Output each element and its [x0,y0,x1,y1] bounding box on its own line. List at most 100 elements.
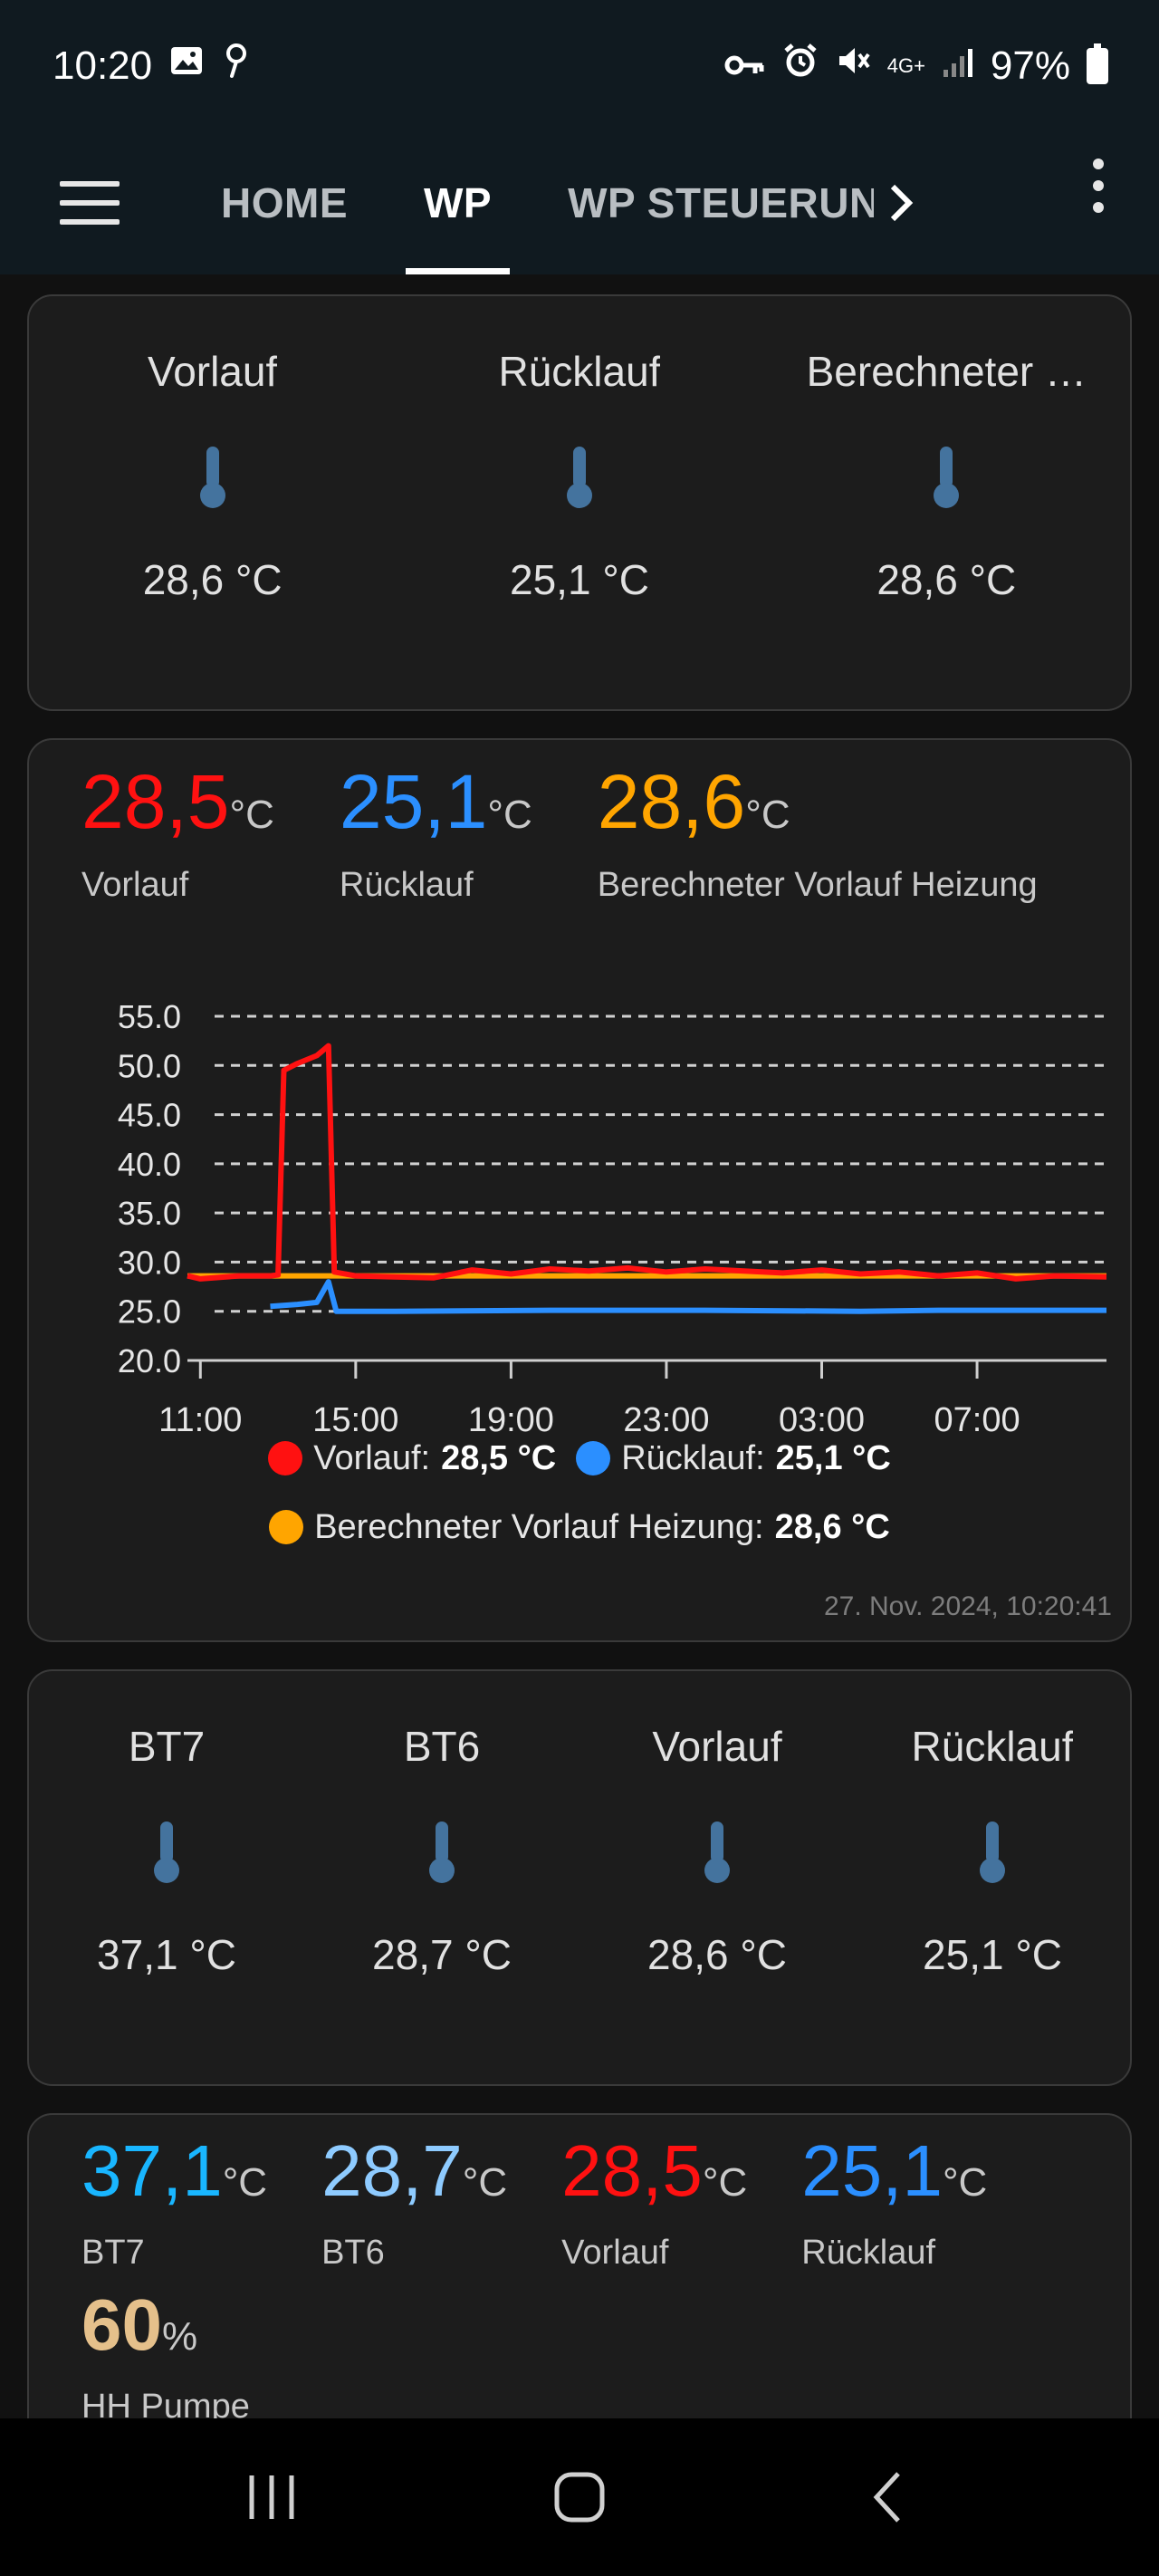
y-tick-label: 45.0 [118,1097,181,1134]
sensor-value: 25,1 [801,2130,943,2211]
y-tick-label: 40.0 [118,1146,181,1183]
sensor-unit: °C [229,793,274,837]
bt-entities-card: BT7 37,1 °C BT6 28,7 °C Vorlauf 28,6 °C Rückla… [27,1669,1132,2086]
tab-wp-steuerung[interactable]: WP STEUERUNG [530,131,874,274]
entity-value: 25,1 °C [923,1931,1062,1978]
gallery-icon [168,43,205,89]
pump-label: HH Pumpe [81,2388,250,2418]
sensor-value: 28,7 [321,2130,463,2211]
temperature-entity[interactable]: Rücklauf 25,1 °C [396,296,762,709]
y-tick-label: 55.0 [118,998,181,1035]
sensor-readout[interactable]: 37,1°C BT7 [81,2128,267,2273]
tab-bar: HOME WP WP STEUERUNG [183,131,998,274]
pump-value: 60 [81,2284,162,2365]
sensor-unit: °C [222,2160,268,2205]
sensor-value: 25,1 [339,759,488,844]
series-line-vorlauf [187,1043,1107,1282]
tab-home[interactable]: HOME [183,131,386,274]
legend-value: 28,6 °C [774,1507,890,1546]
legend-value: 25,1 °C [775,1438,891,1477]
mute-icon [835,43,871,89]
legend-name: Rücklauf: [621,1438,765,1477]
sensor-label: BT7 [81,2234,145,2272]
recent-apps-button[interactable] [226,2452,317,2542]
legend-item[interactable]: Berechneter Vorlauf Heizung: 28,6 °C [269,1508,890,1547]
chart-legend: Vorlauf: 28,5 °C Rücklauf: 25,1 °C Berechne… [29,1433,1130,1552]
bt-entity[interactable]: Vorlauf 28,6 °C [580,1671,855,2084]
legend-name: Vorlauf: [313,1438,431,1477]
tab-home-label: HOME [221,179,348,226]
thermometer-icon [699,1820,735,1885]
pump-unit: % [161,2314,198,2359]
sensor-readout[interactable]: 28,5°C Vorlauf [561,2128,747,2273]
sensor-readout[interactable]: 28,7°C BT6 [321,2128,507,2273]
sensor-value: 28,6 [597,759,746,844]
sensor-label: BT6 [321,2234,385,2272]
legend-dot-icon [269,1510,304,1544]
entity-value: 28,6 °C [876,556,1017,603]
bt-entity[interactable]: BT7 37,1 °C [29,1671,304,2084]
thermometer-icon [148,1820,185,1885]
thermometer-icon [928,445,964,510]
y-tick-label: 30.0 [118,1244,181,1281]
tab-wp-label: WP [424,179,493,226]
temperature-entity[interactable]: Vorlauf 28,6 °C [29,296,396,709]
sensor-readout[interactable]: 25,1°C Rücklauf [340,758,532,905]
x-tick-label: 03:00 [779,1401,865,1433]
y-tick-label: 50.0 [118,1047,181,1084]
bt-entity[interactable]: BT6 28,7 °C [304,1671,580,2084]
overflow-menu-icon[interactable] [1085,159,1112,213]
sensor-readout[interactable]: 28,5°C Vorlauf [81,758,274,905]
history-graph-card: 28,5°C Vorlauf 25,1°C Rücklauf 28,6°C Berechn… [27,738,1132,1642]
home-button[interactable] [534,2452,625,2542]
sensor-value-line: 28,5°C [561,2128,747,2226]
legend-item[interactable]: Vorlauf: 28,5 °C [268,1439,556,1478]
entity-name: BT6 [403,1723,481,1770]
sensor-value-line: 28,5°C [81,758,274,859]
y-tick-label: 35.0 [118,1195,181,1232]
alarm-icon [782,43,819,89]
sensor-value-line: 60% [81,2282,250,2380]
thermometer-icon [561,445,598,510]
series-line-ruecklauf [270,1279,1106,1314]
legend-item[interactable]: Rücklauf: 25,1 °C [576,1439,891,1478]
tab-wp[interactable]: WP [386,131,530,274]
x-tick-label: 23:00 [623,1401,709,1433]
battery-icon [1087,43,1108,84]
legend-name: Berechneter Vorlauf Heizung: [314,1507,764,1546]
sensor-label: Berechneter Vorlauf Heizung [597,866,1038,904]
menu-icon[interactable] [60,181,120,225]
entity-name: Berechneter … [806,348,1087,395]
sensor-readout[interactable]: 25,1°C Rücklauf [801,2128,987,2273]
status-time: 10:20 [53,43,153,88]
legend-value: 28,5 °C [441,1438,557,1477]
sensor-value-line: 25,1°C [801,2128,987,2226]
x-tick-label: 11:00 [158,1401,242,1433]
last-updated-timestamp: 27. Nov. 2024, 10:20:41 [823,1591,1112,1621]
sensor-readout[interactable]: 28,6°C Berechneter Vorlauf Heizung [598,758,1038,905]
dashboard-content[interactable]: Vorlauf 28,6 °C Rücklauf 25,1 °C Berechneter… [0,274,1159,2418]
sensor-value: 28,5 [81,759,230,844]
sensor-value-line: 25,1°C [340,758,532,859]
chevron-right-icon[interactable] [874,131,928,274]
x-tick-label: 15:00 [312,1401,398,1433]
sensor-value: 37,1 [81,2130,223,2211]
pump-readout[interactable]: 60% HH Pumpe [81,2282,250,2418]
signal-icon [942,43,974,89]
sensor-unit: °C [462,2160,508,2205]
entity-name: Vorlauf [652,1723,782,1770]
sensor-value-line: 28,7°C [321,2128,507,2226]
bt-entity[interactable]: Rücklauf 25,1 °C [855,1671,1130,2084]
y-tick-label: 20.0 [118,1342,181,1379]
sensor-unit: °C [487,793,532,837]
entity-name: Rücklauf [911,1723,1074,1770]
x-tick-label: 07:00 [934,1401,1020,1433]
back-button[interactable] [842,2452,933,2542]
temperature-entity[interactable]: Berechneter … 28,6 °C [763,296,1130,709]
sensor-label: Rücklauf [801,2234,936,2272]
legend-dot-icon [268,1441,303,1475]
sensor-summary-card: 37,1°C BT7 28,7°C BT6 28,5°C Vorlauf 25,1°C Rüc… [27,2113,1132,2418]
sensor-unit: °C [942,2160,988,2205]
entity-value: 28,6 °C [647,1931,787,1978]
thermometer-icon [974,1820,1011,1885]
